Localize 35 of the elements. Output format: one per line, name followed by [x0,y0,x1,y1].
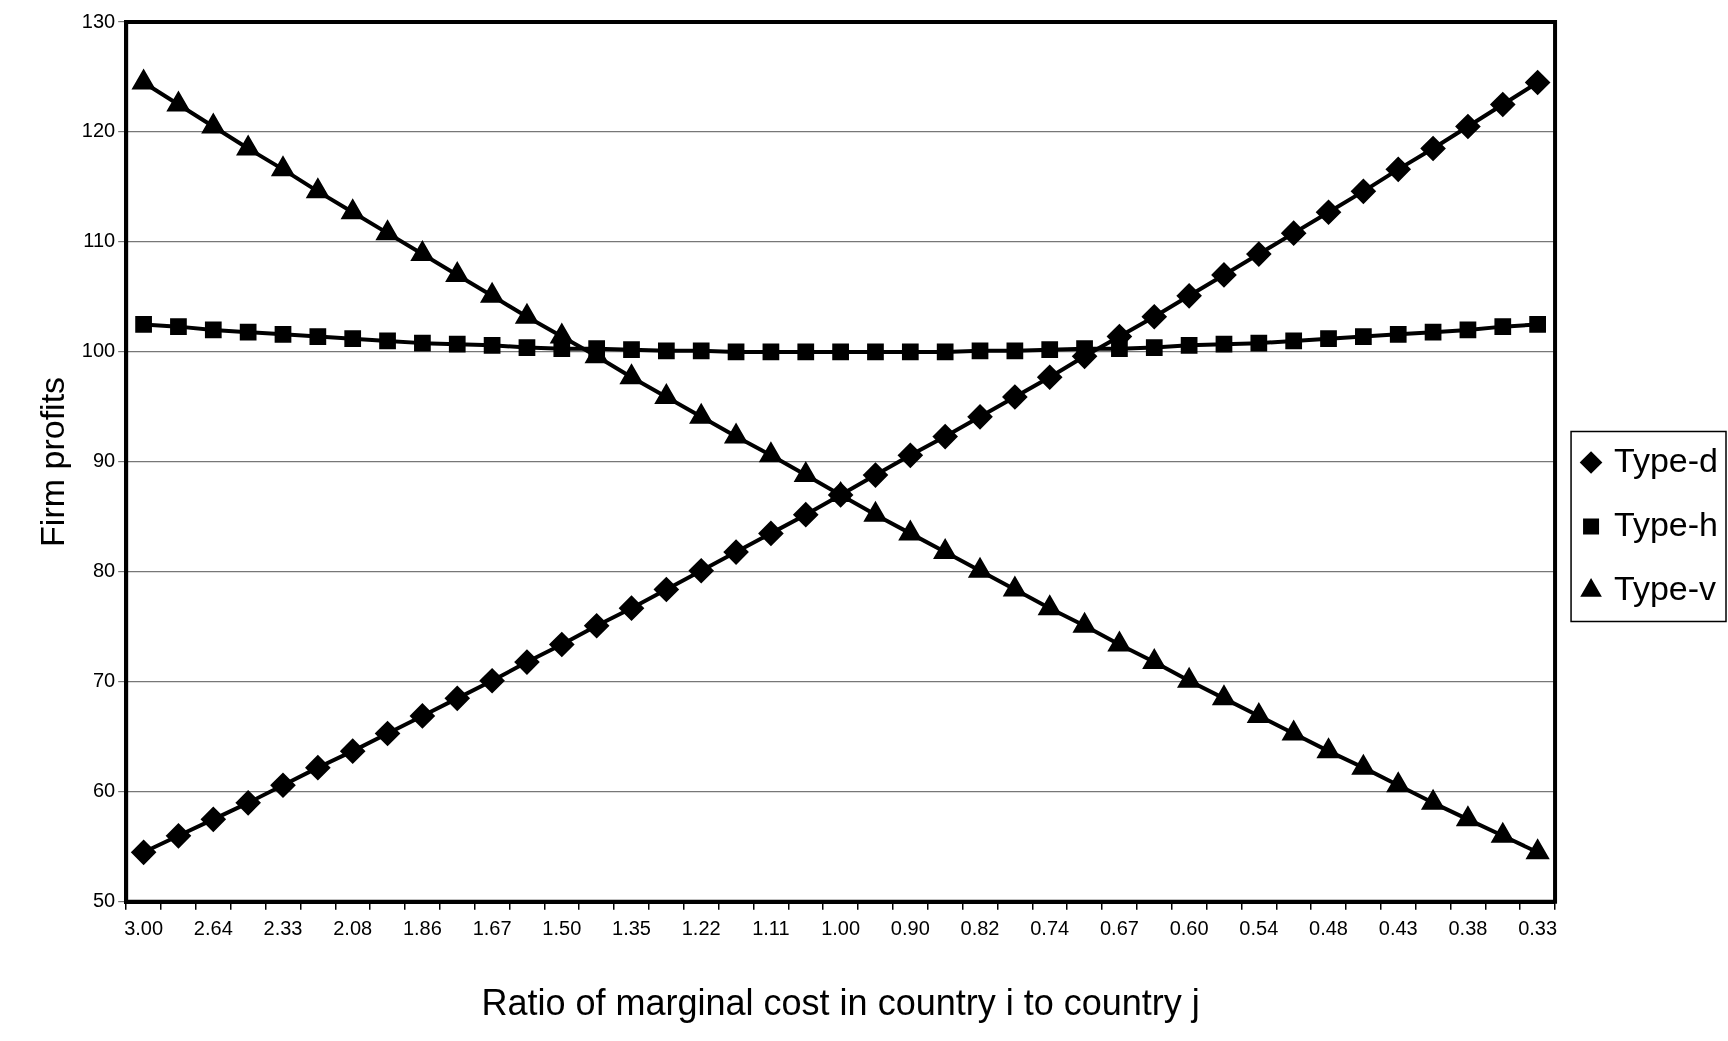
y-tick-label: 130 [81,9,116,32]
y-tick-label: 90 [92,449,116,472]
x-tick-label: 0.90 [890,917,930,940]
x-tick-label: 1.11 [752,917,790,940]
x-tick-label: 2.64 [193,917,233,940]
x-tick-label: 1.22 [681,917,721,940]
x-tick-label: 1.35 [612,917,651,940]
x-tick-label: 0.82 [960,917,1000,940]
y-axis-title: Firm profits [32,376,71,547]
x-axis-title: Ratio of marginal cost in country i to country j [481,982,1200,1024]
legend-label: Type-v [1614,568,1717,607]
x-tick-label: 1.86 [402,917,442,940]
y-tick-label: 120 [81,119,116,142]
legend-label: Type-d [1614,440,1719,479]
y-tick-label: 110 [83,229,116,252]
x-tick-label: 0.67 [1099,917,1139,940]
y-tick-label: 80 [92,559,116,582]
y-tick-label: 70 [92,669,116,692]
y-tick-label: 60 [92,779,116,802]
x-tick-label: 2.08 [333,917,373,940]
legend-label: Type-h [1614,504,1719,543]
x-tick-label: 0.48 [1309,917,1348,940]
x-tick-label: 0.38 [1448,917,1488,940]
x-tick-label: 0.43 [1378,917,1418,940]
y-tick-label: 50 [92,889,116,912]
x-tick-label: 1.00 [821,917,861,940]
x-tick-label: 0.60 [1169,917,1209,940]
x-tick-label: 1.67 [472,917,512,940]
x-tick-label: 1.50 [542,917,582,940]
x-tick-label: 0.54 [1239,917,1279,940]
x-tick-label: 3.00 [124,917,164,940]
x-tick-label: 0.33 [1518,917,1558,940]
y-tick-label: 100 [81,339,116,362]
x-tick-label: 0.74 [1030,917,1070,940]
x-tick-label: 2.33 [263,917,303,940]
